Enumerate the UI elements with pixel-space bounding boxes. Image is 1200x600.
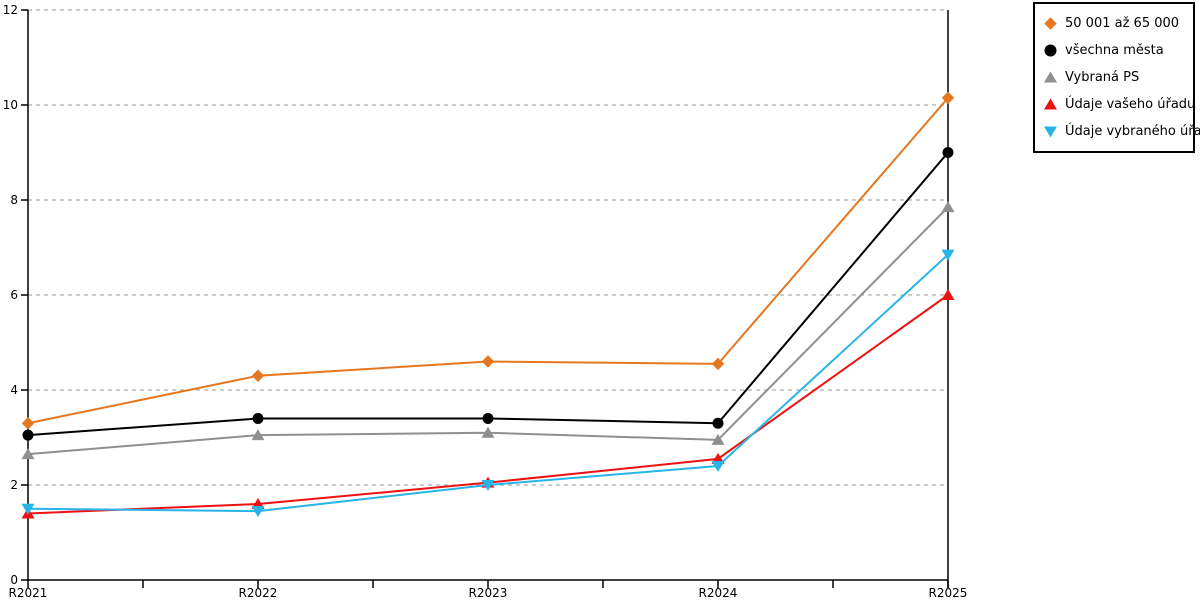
legend-label: 50 001 až 65 000 [1065,16,1180,31]
data-point-marker [712,417,724,429]
series-2 [21,201,955,460]
legend-marker-triangle-down-icon [1044,126,1057,138]
y-tick-label: 4 [10,383,18,397]
data-point-marker [481,426,495,438]
data-point-marker [942,147,954,158]
data-point-marker [21,448,35,460]
legend: 50 001 až 65 000 všechna města Vybraná PS Ú… [1033,2,1200,153]
y-tick-label: 2 [10,478,18,492]
y-tick-label: 10 [3,98,18,112]
legend-label: Vybraná PS [1065,70,1140,85]
data-point-marker [21,503,35,515]
series-line [27,253,949,513]
series-1 [22,147,954,441]
x-tick-label: R2023 [469,586,508,600]
data-point-marker [941,289,955,300]
legend-item: 50 001 až 65 000 [1043,10,1187,37]
data-point-marker [482,413,494,424]
data-point-marker [22,429,34,441]
x-tick-label: R2021 [9,586,48,600]
data-point-marker [711,433,725,445]
legend-item: Údaje vybraného úřadu [1043,118,1200,145]
series-line [27,97,949,425]
data-point-marker [251,369,265,382]
legend-item: Údaje vašeho úřadu [1043,91,1195,118]
data-point-marker [941,249,955,261]
legend-item: všechna města [1043,37,1187,64]
y-tick-label: 6 [10,288,18,302]
data-point-marker [711,357,725,371]
data-point-marker [941,201,955,213]
data-point-marker [941,91,955,105]
legend-label: všechna města [1065,43,1164,58]
legend-label: Údaje vašeho úřadu [1065,97,1196,112]
data-point-marker [251,506,265,518]
x-tick-label: R2025 [929,586,968,600]
legend-marker-diamond-icon [1044,17,1057,30]
data-point-marker [21,417,35,430]
legend-marker-triangle-up-icon [1044,98,1057,110]
y-tick-label: 12 [3,3,18,17]
legend-label: Údaje vybraného úřadu [1065,124,1200,139]
y-tick-label: 0 [10,573,18,587]
series-4 [21,249,955,518]
gridlines [28,9,948,486]
data-point-marker [252,413,264,424]
legend-marker-triangle-up-icon [1044,71,1057,83]
data-point-marker [251,429,265,441]
x-tick-label: R2022 [239,586,278,600]
data-point-marker [481,480,495,491]
legend-item: Vybraná PS [1043,64,1187,91]
data-point-marker [481,355,495,368]
legend-marker-circle-icon [1044,44,1057,57]
y-tick-label: 8 [10,193,18,207]
data-point-marker [711,461,725,472]
series-0 [21,91,955,430]
x-tick-label: R2024 [699,586,738,600]
